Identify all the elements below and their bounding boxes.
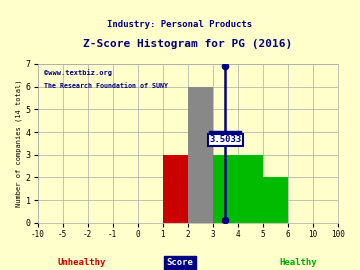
Text: ©www.textbiz.org: ©www.textbiz.org [44,69,112,76]
Title: Z-Score Histogram for PG (2016): Z-Score Histogram for PG (2016) [83,39,292,49]
Bar [213,155,263,223]
Text: Healthy: Healthy [279,258,317,267]
Bar [188,87,213,223]
Text: Unhealthy: Unhealthy [58,258,106,267]
Y-axis label: Number of companies (14 total): Number of companies (14 total) [15,80,22,207]
Bar [163,155,188,223]
Text: 3.5033: 3.5033 [210,136,242,144]
Bar [263,177,288,223]
Text: The Research Foundation of SUNY: The Research Foundation of SUNY [44,83,168,89]
Text: Score: Score [167,258,193,267]
Text: Industry: Personal Products: Industry: Personal Products [107,20,253,29]
